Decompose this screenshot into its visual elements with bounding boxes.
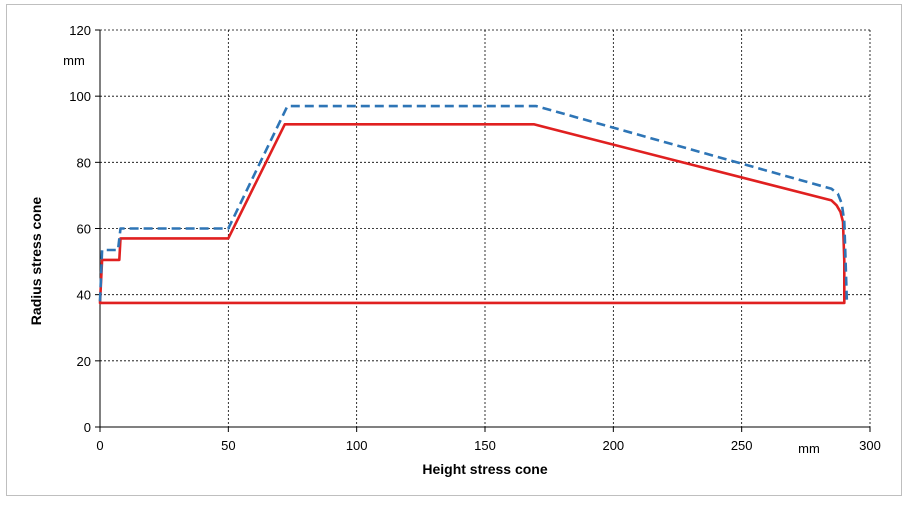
y-tick-label: 60: [77, 222, 91, 237]
x-tick-label: 250: [731, 438, 753, 453]
ticks-layer: 0 50 100 150 200 250 300 0 20 40 60 80 100 120: [69, 23, 881, 453]
y-axis-title: Radius stress cone: [28, 197, 44, 326]
x-tick-label: 50: [221, 438, 235, 453]
x-tick-label: 150: [474, 438, 496, 453]
series-layer: [98, 104, 849, 305]
y-unit-label: mm: [63, 53, 85, 68]
y-tick-label: 120: [69, 23, 91, 38]
chart-frame: 0 50 100 150 200 250 300 0 20 40 60 80 100 120 mm mm …: [6, 4, 902, 496]
x-tick-label: 0: [96, 438, 103, 453]
dashed-series-line: [98, 104, 849, 303]
y-tick-label: 80: [77, 155, 91, 170]
y-tick-label: 0: [84, 420, 91, 435]
x-tick-label: 300: [859, 438, 881, 453]
y-tick-label: 20: [77, 354, 91, 369]
x-tick-label: 200: [602, 438, 624, 453]
x-axis-title: Height stress cone: [422, 461, 547, 477]
x-unit-label: mm: [798, 441, 820, 456]
y-tick-label: 100: [69, 89, 91, 104]
x-tick-label: 100: [346, 438, 368, 453]
solid-series-line: [98, 123, 846, 305]
y-tick-label: 40: [77, 288, 91, 303]
